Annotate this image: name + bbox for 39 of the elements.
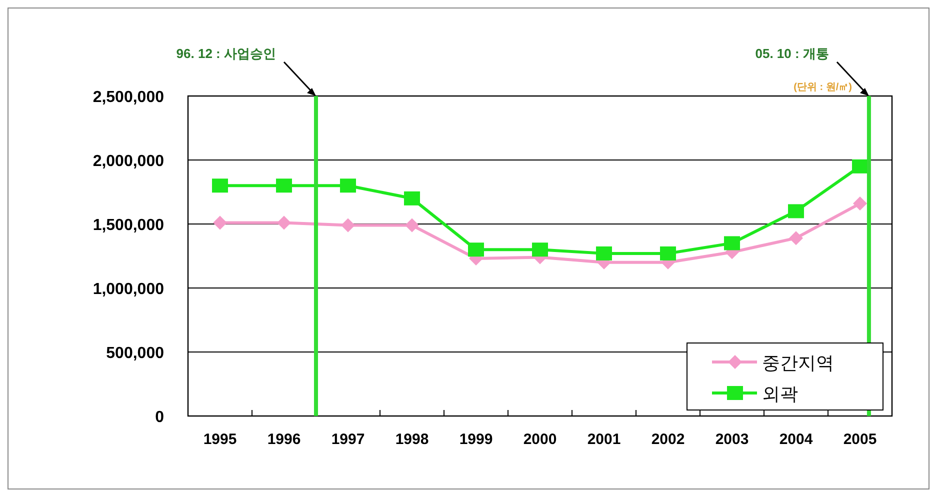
y-tick-label: 1,000,000 <box>92 281 164 298</box>
point <box>213 216 227 230</box>
x-tick-label: 1995 <box>203 431 237 448</box>
x-tick-label: 2005 <box>843 431 877 448</box>
x-tick-label: 1997 <box>331 431 365 448</box>
point <box>405 218 419 232</box>
x-tick-label: 1999 <box>459 431 493 448</box>
ref-line-label: 96. 12 : 사업승인 <box>176 46 276 61</box>
point <box>277 216 291 230</box>
x-tick-label: 2002 <box>651 431 685 448</box>
y-tick-label: 0 <box>155 409 164 426</box>
x-tick-label: 2000 <box>523 431 557 448</box>
legend-label: 외곽 <box>762 384 798 404</box>
point <box>340 178 356 193</box>
ref-line-label: 05. 10 : 개통 <box>755 46 829 61</box>
point <box>660 246 676 260</box>
point <box>724 236 740 250</box>
x-tick-label: 1998 <box>395 431 429 448</box>
y-tick-label: 2,000,000 <box>92 153 164 170</box>
x-tick-label: 2004 <box>779 431 814 448</box>
y-tick-label: 2,500,000 <box>92 89 164 106</box>
point <box>468 242 484 257</box>
point <box>276 178 292 193</box>
point <box>788 204 804 218</box>
point <box>532 242 548 257</box>
x-tick-label: 2003 <box>715 431 749 448</box>
point <box>853 196 867 211</box>
point <box>404 191 420 206</box>
text: (단위 : 원/㎡) <box>794 82 852 93</box>
x-tick-label: 1996 <box>267 431 301 448</box>
point <box>852 159 868 174</box>
y-tick-label: 1,500,000 <box>92 217 164 234</box>
y-tick-label: 500,000 <box>106 345 164 362</box>
point <box>789 231 803 246</box>
x-tick-label: 2001 <box>587 431 621 448</box>
legend-label: 중간지역 <box>762 353 834 373</box>
point <box>212 178 228 193</box>
point <box>596 246 612 260</box>
point <box>341 218 355 232</box>
